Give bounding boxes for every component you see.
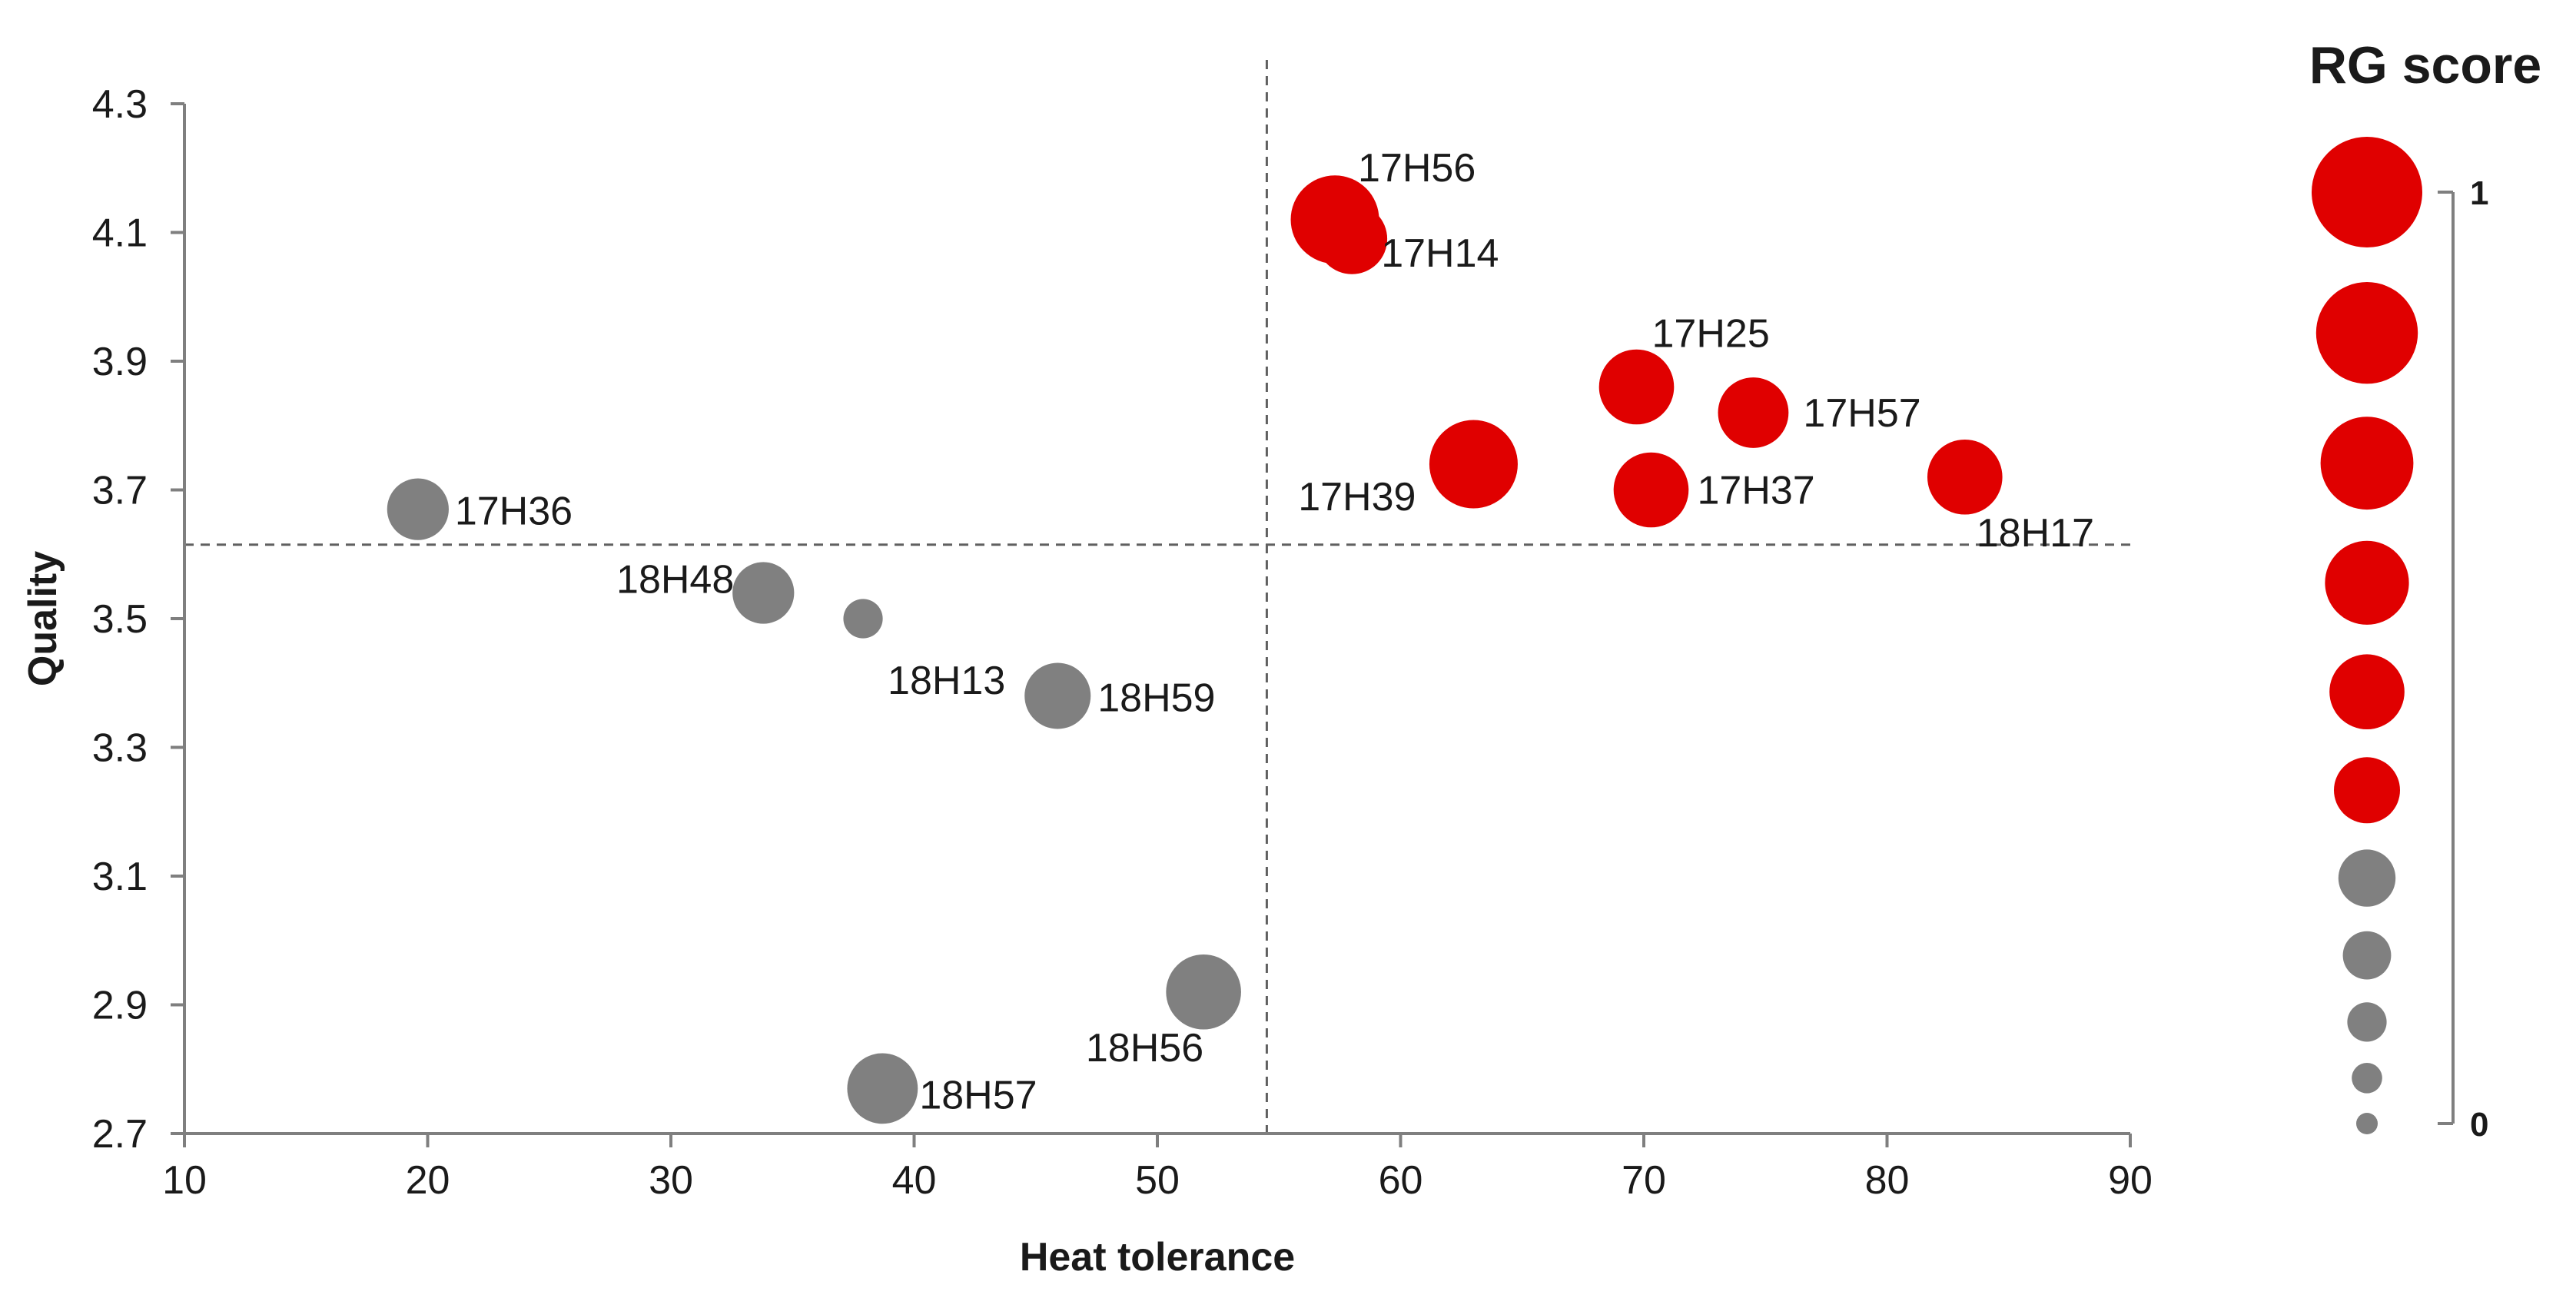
bubble-17h25 [1598, 349, 1675, 425]
x-axis-title: Heat tolerance [1020, 1235, 1295, 1280]
x-tick-label: 50 [1135, 1158, 1180, 1203]
point-label-18h56: 18H56 [1086, 1026, 1203, 1071]
point-labels: 17H56 17H14 17H25 17H57 17H39 17H37 18H17 17H36… [455, 146, 2094, 1118]
data-bubbles [387, 175, 2003, 1124]
bubble-18h59 [1024, 662, 1091, 729]
bubble-18h48 [732, 562, 795, 624]
y-tick-label: 3.9 [92, 340, 148, 384]
legend-bubble [2312, 137, 2422, 247]
x-tick-label: 40 [892, 1158, 937, 1203]
rg-score-legend: RG score 1 0 [2309, 36, 2541, 1144]
legend-bubble [2334, 757, 2400, 824]
legend-bubbles [2312, 137, 2422, 1134]
bubble-17h39 [1429, 420, 1518, 509]
x-tick-label: 20 [406, 1158, 450, 1203]
legend-bubble [2329, 654, 2405, 730]
point-label-18h13: 18H13 [888, 659, 1005, 703]
bubble-17h14 [1316, 203, 1388, 274]
x-tick-label: 70 [1622, 1158, 1666, 1203]
legend-min-label: 0 [2470, 1106, 2488, 1144]
y-tick-label: 3.7 [92, 469, 148, 513]
point-label-17h36: 17H36 [455, 490, 573, 534]
point-label-18h17: 18H17 [1977, 511, 2094, 556]
legend-bubble [2356, 1113, 2378, 1134]
point-label-18h59: 18H59 [1097, 676, 1215, 721]
point-label-17h14: 17H14 [1381, 231, 1499, 276]
x-tick-label: 90 [2108, 1158, 2153, 1203]
y-tick-label: 2.9 [92, 984, 148, 1028]
bubble-17h37 [1613, 452, 1689, 528]
y-tick-label: 4.3 [92, 82, 148, 127]
y-tick-label: 3.5 [92, 597, 148, 642]
x-tick-label: 30 [649, 1158, 693, 1203]
legend-scale-bar [2438, 191, 2455, 1125]
bubble-18h13 [843, 599, 883, 639]
y-tick-label: 3.3 [92, 726, 148, 771]
point-label-17h56: 17H56 [1358, 146, 1476, 191]
point-label-18h48: 18H48 [616, 558, 734, 603]
bubble-17h57 [1718, 377, 1789, 448]
legend-bubble [2338, 849, 2396, 907]
legend-title: RG score [2309, 36, 2541, 95]
legend-bubble [2325, 540, 2409, 625]
bubble-18h56 [1166, 954, 1241, 1030]
bubble-18h57 [847, 1053, 918, 1124]
legend-bubble [2342, 931, 2392, 980]
point-label-18h57: 18H57 [919, 1073, 1037, 1117]
y-tick-label: 3.1 [92, 855, 148, 899]
y-axis-title: Quality [21, 551, 65, 686]
y-tick-label: 4.1 [92, 211, 148, 256]
point-label-17h57: 17H57 [1803, 391, 1920, 436]
point-label-17h39: 17H39 [1298, 475, 1416, 520]
point-label-17h37: 17H37 [1697, 469, 1814, 513]
x-tick-label: 80 [1865, 1158, 1910, 1203]
bubble-18h17 [1927, 439, 2003, 515]
legend-bubble [2352, 1063, 2382, 1094]
axes: 10 20 30 40 50 60 70 80 90 2.7 2.9 3.1 3.3 3.5 3.7 3.9 4… [92, 82, 2153, 1203]
x-tick-label: 60 [1379, 1158, 1423, 1203]
y-tick-label: 2.7 [92, 1112, 148, 1157]
legend-bubble [2347, 1002, 2387, 1042]
legend-bubble [2315, 282, 2418, 384]
bubble-17h36 [387, 478, 449, 540]
x-tick-label: 10 [162, 1158, 207, 1203]
point-label-17h25: 17H25 [1652, 312, 1770, 357]
legend-max-label: 1 [2470, 174, 2488, 212]
reference-lines [184, 60, 2130, 1134]
legend-bubble [2320, 417, 2414, 510]
